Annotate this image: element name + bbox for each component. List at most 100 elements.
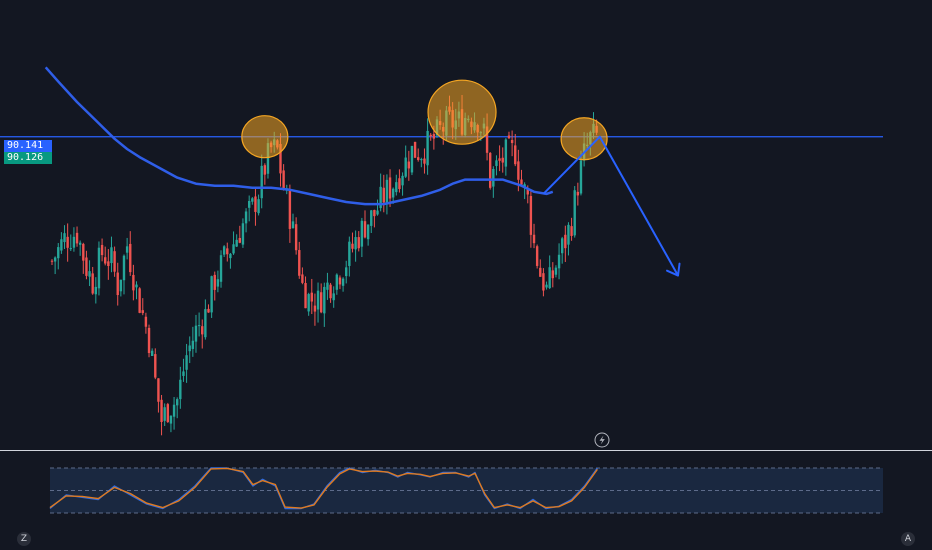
candle (179, 366, 182, 409)
candle (489, 152, 492, 190)
main-price-pane[interactable] (0, 66, 883, 436)
candle (551, 262, 554, 288)
candle-body (210, 276, 213, 313)
candle (116, 262, 119, 306)
candle-body (489, 152, 492, 188)
candle-body (94, 286, 98, 295)
candle-body (226, 248, 229, 255)
candle (251, 197, 254, 205)
candle-body (229, 253, 232, 259)
candle-body (247, 200, 251, 208)
candle-body (535, 246, 539, 266)
candle-body (235, 239, 238, 247)
candle (254, 188, 257, 226)
candle-body (420, 159, 423, 161)
candle (492, 166, 495, 198)
candle (301, 267, 304, 285)
candle-body (498, 158, 501, 161)
candle (113, 246, 116, 277)
candle (201, 319, 204, 349)
candle (564, 225, 567, 262)
candle-body (163, 407, 166, 421)
stochastic-pane[interactable] (49, 467, 883, 514)
candle (373, 209, 376, 228)
auto-scale-right-button[interactable]: A (901, 532, 915, 546)
candle-body (182, 371, 185, 376)
candle (385, 174, 389, 215)
candle (370, 209, 373, 234)
candle-body (404, 157, 407, 177)
candle-body (257, 199, 260, 214)
candle (260, 154, 263, 209)
candle (244, 208, 248, 233)
candle-body (154, 354, 157, 378)
candle (163, 403, 166, 427)
candle (329, 282, 332, 303)
lightning-icon[interactable] (594, 432, 610, 448)
candle (232, 231, 235, 255)
candle-body (125, 246, 129, 253)
candle (75, 226, 79, 247)
candle (417, 148, 420, 162)
candle-body (60, 239, 63, 251)
candle (357, 231, 360, 252)
candle-body (107, 261, 110, 267)
candle (241, 218, 245, 248)
candle-body (417, 157, 420, 160)
candle (229, 252, 232, 269)
candle (307, 292, 310, 316)
candle-body (329, 284, 332, 299)
candle (125, 237, 129, 260)
candle (60, 232, 63, 254)
candle-body (116, 272, 119, 296)
auto-scale-left-button[interactable]: Z (17, 532, 31, 546)
candle-body (526, 188, 529, 195)
candle (94, 277, 98, 304)
candle (50, 259, 54, 266)
candle (119, 279, 123, 297)
candle (535, 244, 539, 269)
candle-body (166, 404, 170, 422)
candle-body (157, 378, 160, 402)
candle-body (213, 274, 216, 290)
stochastic-d-line (49, 467, 598, 509)
candle-body (510, 139, 514, 144)
candle-body (188, 345, 191, 352)
candle-body (573, 190, 576, 236)
candle-body (551, 270, 554, 279)
candle (166, 402, 170, 423)
price-label-lower: 90.126 (4, 152, 52, 164)
candle-body (78, 242, 82, 245)
candle (185, 343, 188, 383)
candle-body (514, 145, 517, 165)
candle (410, 145, 414, 176)
candle-body (413, 141, 417, 158)
candle (426, 118, 429, 175)
candle-body (539, 267, 542, 277)
candle-body (357, 237, 360, 249)
candle-body (201, 326, 204, 335)
candle-body (348, 241, 351, 266)
candle-body (564, 234, 567, 249)
candle (129, 231, 132, 276)
candle-body (66, 236, 69, 248)
candle-body (429, 134, 432, 137)
candle (172, 397, 176, 430)
candle (567, 222, 570, 256)
candle-body (207, 308, 210, 313)
candle-body (391, 188, 395, 198)
candle-body (523, 184, 526, 188)
candle (188, 336, 191, 364)
candle-body (382, 187, 385, 203)
candle (132, 264, 135, 301)
candle (235, 234, 238, 248)
candle-body (144, 316, 148, 327)
candle-body (63, 233, 66, 243)
candle (379, 173, 382, 212)
candle-body (370, 210, 373, 226)
candle (197, 312, 201, 337)
candle-body (119, 279, 123, 292)
candle-body (113, 251, 116, 272)
candle (514, 133, 517, 167)
